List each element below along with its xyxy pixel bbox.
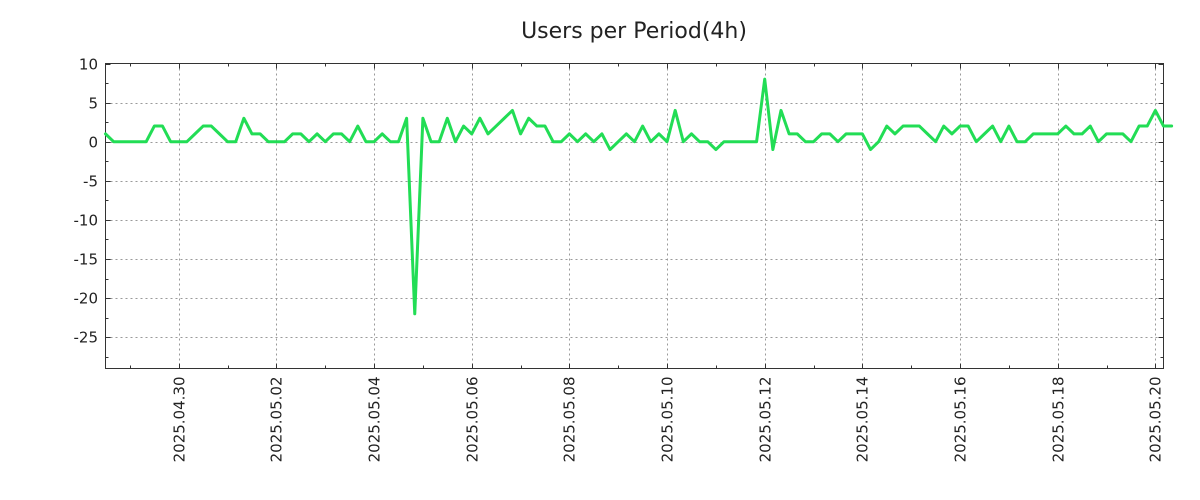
y-tick-label: 5 [88, 95, 98, 113]
axis-ticks: 10 5 0 -5 -10 -15 -20 -25 2025.04.30 2025.05.02 20… [74, 56, 1165, 463]
x-tick-label: 2025.05.04 [366, 377, 384, 463]
x-tick-label: 2025.05.06 [464, 377, 482, 463]
x-tick-label: 2025.05.10 [659, 377, 677, 463]
grid-lines [105, 63, 1164, 369]
x-tick-label: 2025.05.18 [1050, 377, 1068, 463]
series-line [104, 77, 1174, 316]
y-tick-label: -5 [83, 173, 98, 191]
y-tick-label: 0 [88, 134, 98, 152]
y-tick-label: -15 [74, 251, 99, 269]
chart-title: Users per Period(4h) [521, 19, 747, 44]
plot-frame [105, 63, 1164, 369]
y-tick-label: -25 [74, 329, 99, 347]
x-tick-label: 2025.05.12 [757, 377, 775, 463]
x-tick-label: 2025.04.30 [171, 377, 189, 463]
x-tick-label: 2025.05.20 [1147, 377, 1165, 463]
x-tick-label: 2025.05.16 [952, 377, 970, 463]
series-layer [104, 77, 1174, 316]
x-tick-label: 2025.05.08 [561, 377, 579, 463]
y-tick-label: -20 [74, 290, 99, 308]
x-tick-label: 2025.05.02 [268, 377, 286, 463]
x-tick-label: 2025.05.14 [854, 377, 872, 463]
y-tick-label: 10 [79, 56, 98, 74]
y-tick-label: -10 [74, 212, 99, 230]
